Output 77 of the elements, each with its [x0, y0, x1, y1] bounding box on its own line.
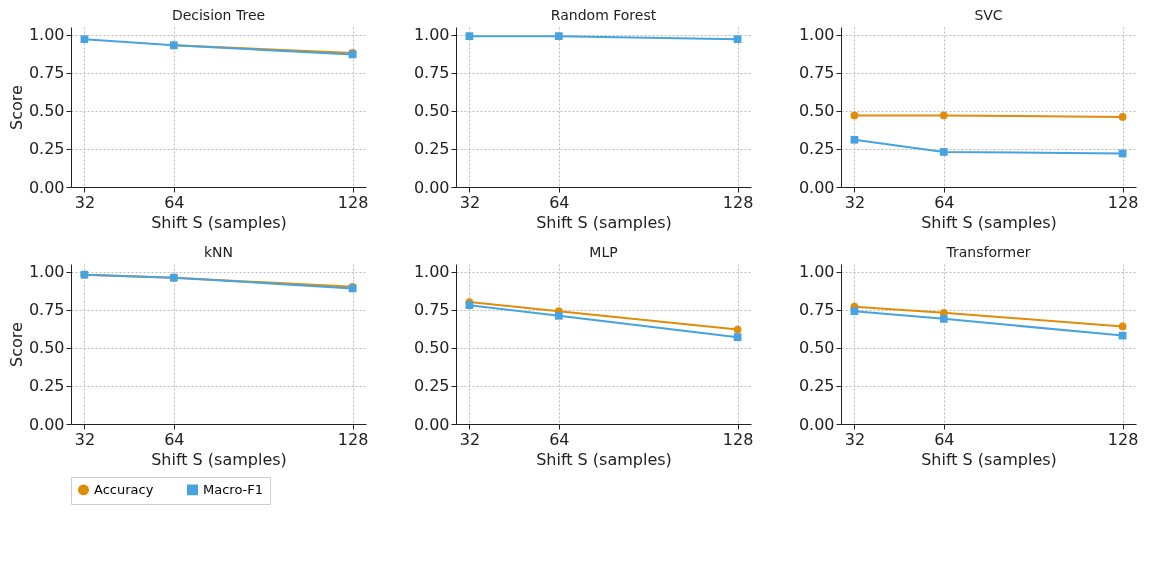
- chart-title: Transformer: [945, 243, 1031, 260]
- y-tick-label: 0.25: [798, 139, 835, 159]
- y-tick-label: 0.25: [798, 376, 835, 396]
- y-tick-label: 1.00: [798, 262, 835, 282]
- x-tick-label: 32: [459, 192, 481, 212]
- y-tick-label: 0.50: [28, 101, 65, 121]
- y-tick-label: 0.25: [28, 139, 65, 159]
- y-tick-label: 0.50: [798, 101, 835, 121]
- y-tick-label: 0.25: [413, 139, 450, 159]
- y-tick-label: 0.50: [798, 338, 835, 358]
- chart-title: Random Forest: [550, 6, 657, 23]
- point: [1118, 113, 1127, 121]
- y-tick-label: 0.00: [28, 414, 65, 434]
- x-axis-title: Shift S (samples): [921, 212, 1057, 232]
- y-tick-label: 0.00: [798, 414, 835, 434]
- point: [1118, 322, 1127, 331]
- y-tick-label: 1.00: [413, 262, 450, 282]
- y-tick-label: 0.25: [413, 376, 450, 396]
- x-tick-label: 64: [549, 192, 570, 212]
- point: [850, 111, 859, 120]
- point: [465, 301, 474, 310]
- y-tick-label: 0.75: [413, 63, 450, 83]
- y-tick-label: 0.75: [28, 300, 65, 320]
- x-tick-label: 64: [164, 192, 185, 212]
- x-tick-label: 64: [934, 192, 955, 212]
- y-tick-label: 0.75: [413, 300, 450, 320]
- x-axis-title: Shift S (samples): [536, 449, 672, 469]
- x-tick-label: 128: [722, 192, 754, 212]
- y-tick-label: 1.00: [798, 25, 835, 45]
- x-tick-label: 128: [1107, 192, 1139, 212]
- chart-title: Decision Tree: [171, 6, 266, 23]
- y-axis-title: Score: [6, 322, 26, 367]
- y-tick-label: 1.00: [413, 25, 450, 45]
- y-axis-title: Score: [6, 85, 26, 130]
- y-tick-label: 0.75: [798, 63, 835, 83]
- x-tick-label: 32: [459, 429, 481, 449]
- x-tick-label: 32: [844, 429, 866, 449]
- point: [850, 135, 859, 144]
- x-axis-title: Shift S (samples): [921, 449, 1057, 469]
- chart-title: kNN: [203, 243, 234, 260]
- x-tick-label: 128: [722, 429, 754, 449]
- point: [80, 35, 89, 44]
- point: [554, 311, 563, 320]
- y-tick-label: 0.50: [413, 338, 450, 358]
- y-tick-label: 0.00: [413, 414, 450, 434]
- point: [733, 333, 742, 342]
- y-tick-label: 0.00: [28, 177, 65, 197]
- y-tick-label: 1.00: [28, 262, 65, 282]
- y-tick-label: 0.50: [28, 338, 65, 358]
- y-tick-label: 0.50: [413, 101, 450, 121]
- x-tick-label: 128: [1107, 429, 1139, 449]
- x-tick-label: 32: [74, 192, 96, 212]
- y-tick-label: 0.75: [28, 63, 65, 83]
- x-axis-title: Shift S (samples): [536, 212, 672, 232]
- y-tick-label: 0.00: [413, 177, 450, 197]
- legend-label: Accuracy: [94, 481, 154, 497]
- x-axis-title: Shift S (samples): [151, 449, 287, 469]
- point: [850, 307, 859, 316]
- chart-title: SVC: [974, 6, 1003, 23]
- x-tick-label: 32: [74, 429, 96, 449]
- point: [939, 314, 948, 323]
- x-tick-label: 128: [337, 192, 369, 212]
- point: [939, 148, 948, 156]
- y-tick-label: 0.75: [798, 300, 835, 320]
- x-tick-label: 64: [549, 429, 570, 449]
- x-axis-title: Shift S (samples): [151, 212, 287, 232]
- y-tick-label: 1.00: [28, 25, 65, 45]
- y-tick-label: 0.25: [28, 376, 65, 396]
- point: [733, 325, 742, 334]
- x-tick-label: 64: [934, 429, 955, 449]
- chart-title: MLP: [589, 243, 618, 260]
- legend-label: Macro-F1: [203, 481, 264, 497]
- point: [939, 111, 948, 120]
- y-tick-label: 0.00: [798, 177, 835, 197]
- x-tick-label: 32: [844, 192, 866, 212]
- x-tick-label: 64: [164, 429, 185, 449]
- x-tick-label: 128: [337, 429, 369, 449]
